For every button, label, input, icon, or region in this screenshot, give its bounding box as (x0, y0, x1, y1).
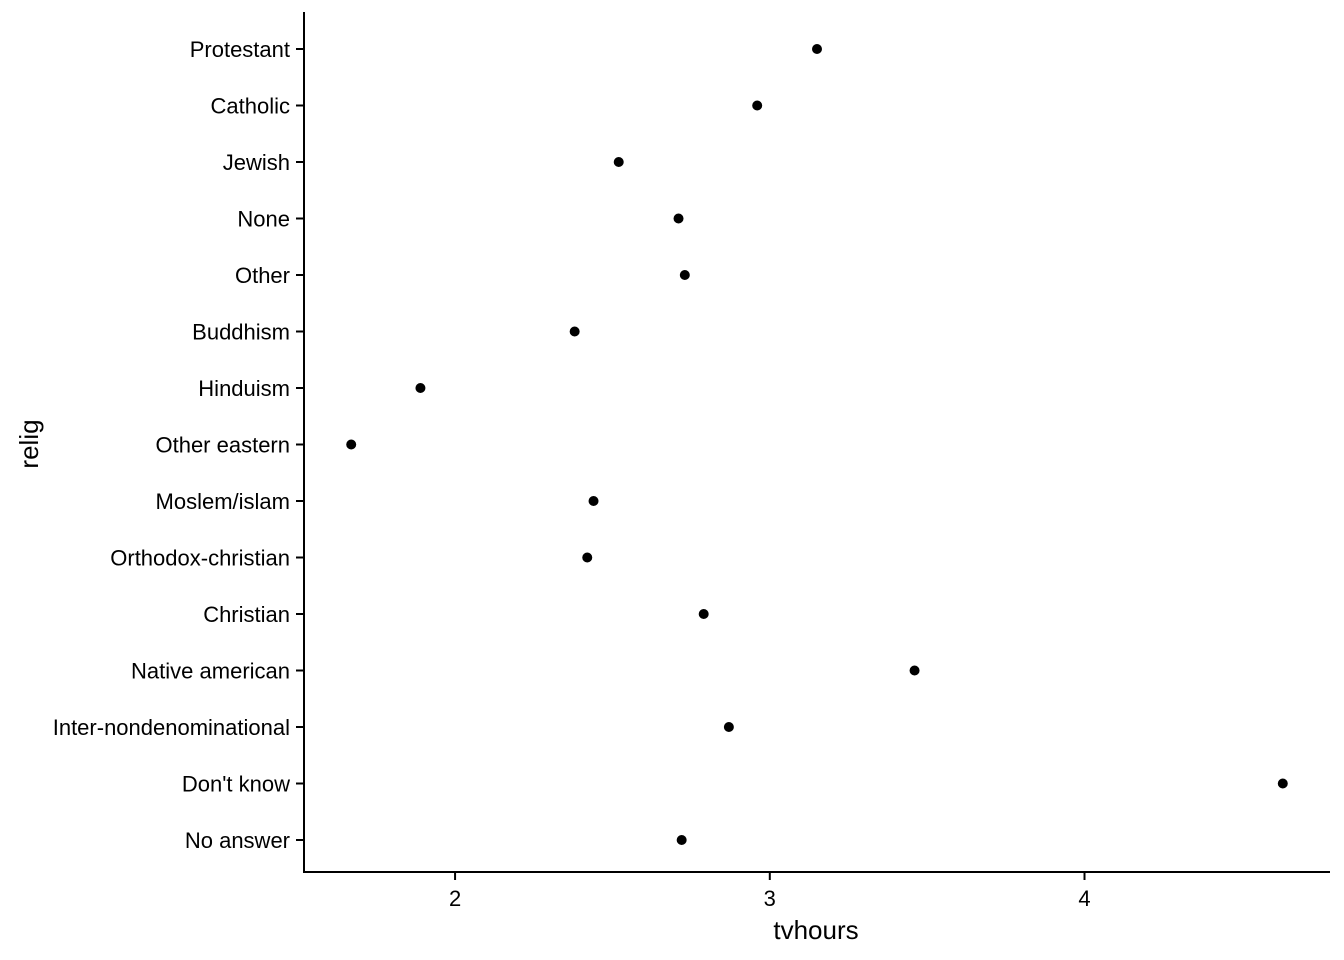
y-tick-label: Other eastern (155, 433, 290, 458)
y-tick-label: Protestant (190, 37, 290, 62)
y-tick-label: Inter-nondenominational (53, 715, 290, 740)
y-tick-label: Native american (131, 659, 290, 684)
data-point (909, 665, 920, 676)
x-tick-label: 2 (449, 886, 461, 911)
data-point (723, 722, 734, 732)
y-tick-label: Orthodox-christian (110, 546, 290, 571)
y-tick-label: None (237, 207, 290, 232)
y-tick-label: Hinduism (198, 376, 290, 401)
y-tick-label: No answer (185, 828, 290, 853)
y-tick-label: Christian (203, 602, 290, 627)
plot-area: Protestant Catholic Jewish None Other Buddhis… (53, 12, 1330, 911)
data-point (415, 383, 426, 393)
data-point (613, 157, 624, 167)
data-point (346, 439, 357, 450)
y-tick-label: Catholic (211, 94, 290, 119)
data-point (676, 835, 687, 845)
data-point (673, 213, 684, 224)
x-axis-title: tvhours (773, 915, 858, 945)
data-point (812, 44, 822, 54)
y-tick-label: Other (235, 263, 290, 288)
data-point (588, 496, 599, 506)
y-tick-label: Moslem/islam (156, 489, 290, 514)
data-point (582, 552, 593, 563)
data-point (752, 100, 763, 111)
x-tick-label: 3 (764, 886, 776, 911)
y-tick-label: Jewish (223, 150, 290, 175)
y-tick-label: Don't know (182, 772, 290, 797)
y-axis-title: relig (14, 419, 44, 468)
y-tick-label: Buddhism (192, 320, 290, 345)
x-tick-label: 4 (1078, 886, 1090, 911)
data-point (569, 326, 580, 337)
data-point (1277, 778, 1288, 789)
data-point (679, 270, 690, 280)
data-point (698, 609, 709, 619)
